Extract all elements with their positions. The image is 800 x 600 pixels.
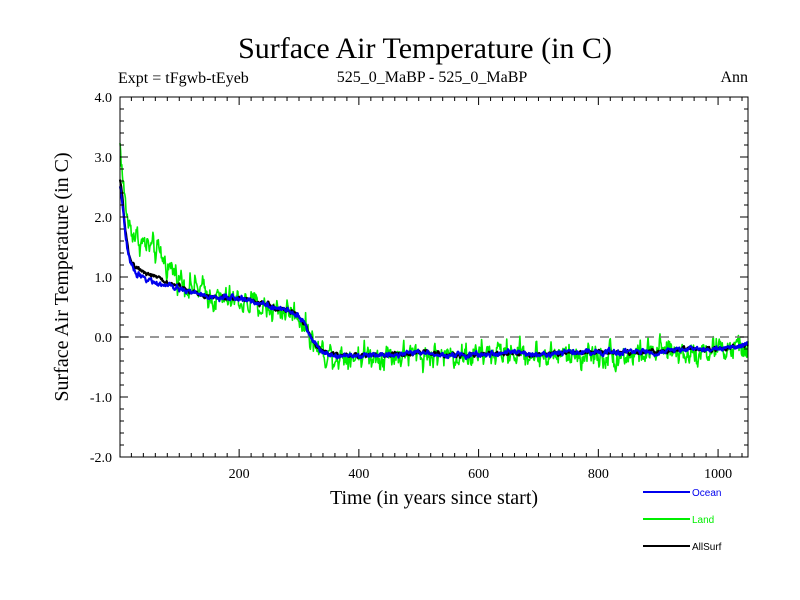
y-tick-label: -2.0: [90, 451, 112, 466]
x-tick-label: 400: [348, 467, 369, 482]
series-layer: [118, 143, 749, 374]
y-tick-label: 4.0: [95, 91, 113, 106]
y-tick-label: 2.0: [95, 211, 113, 226]
legend-label-ocean: Ocean: [692, 488, 721, 499]
y-tick-label: 1.0: [95, 271, 113, 286]
legend-label-allsurf: AllSurf: [692, 542, 722, 553]
subtitle-center: 525_0_MaBP - 525_0_MaBP: [337, 69, 528, 86]
y-tick-label: -1.0: [90, 391, 112, 406]
legend: Ocean Land AllSurf: [643, 488, 722, 553]
x-tick-label: 800: [588, 467, 609, 482]
subtitle-right: Ann: [720, 69, 748, 86]
series-line-allsurf: [118, 179, 749, 359]
x-axis-label: Time (in years since start): [330, 487, 538, 509]
chart-title: Surface Air Temperature (in C): [238, 32, 612, 65]
y-axis-label: Surface Air Temperature (in C): [51, 152, 73, 401]
x-tick-label: 600: [468, 467, 489, 482]
axis-layer: 200 400 600 800 1000 -2.0 -1.0 0.0 1.0 2.0 3.0 4.0: [90, 91, 748, 482]
y-tick-label: 3.0: [95, 151, 113, 166]
plot-frame: [119, 96, 749, 458]
x-tick-label: 1000: [704, 467, 732, 482]
x-tick-label: 200: [229, 467, 250, 482]
series-line-land: [119, 143, 749, 374]
series-line-ocean: [118, 186, 749, 361]
y-tick-label: 0.0: [95, 331, 113, 346]
subtitle-left: Expt = tFgwb-tEyeb: [118, 70, 249, 87]
legend-label-land: Land: [692, 515, 714, 526]
